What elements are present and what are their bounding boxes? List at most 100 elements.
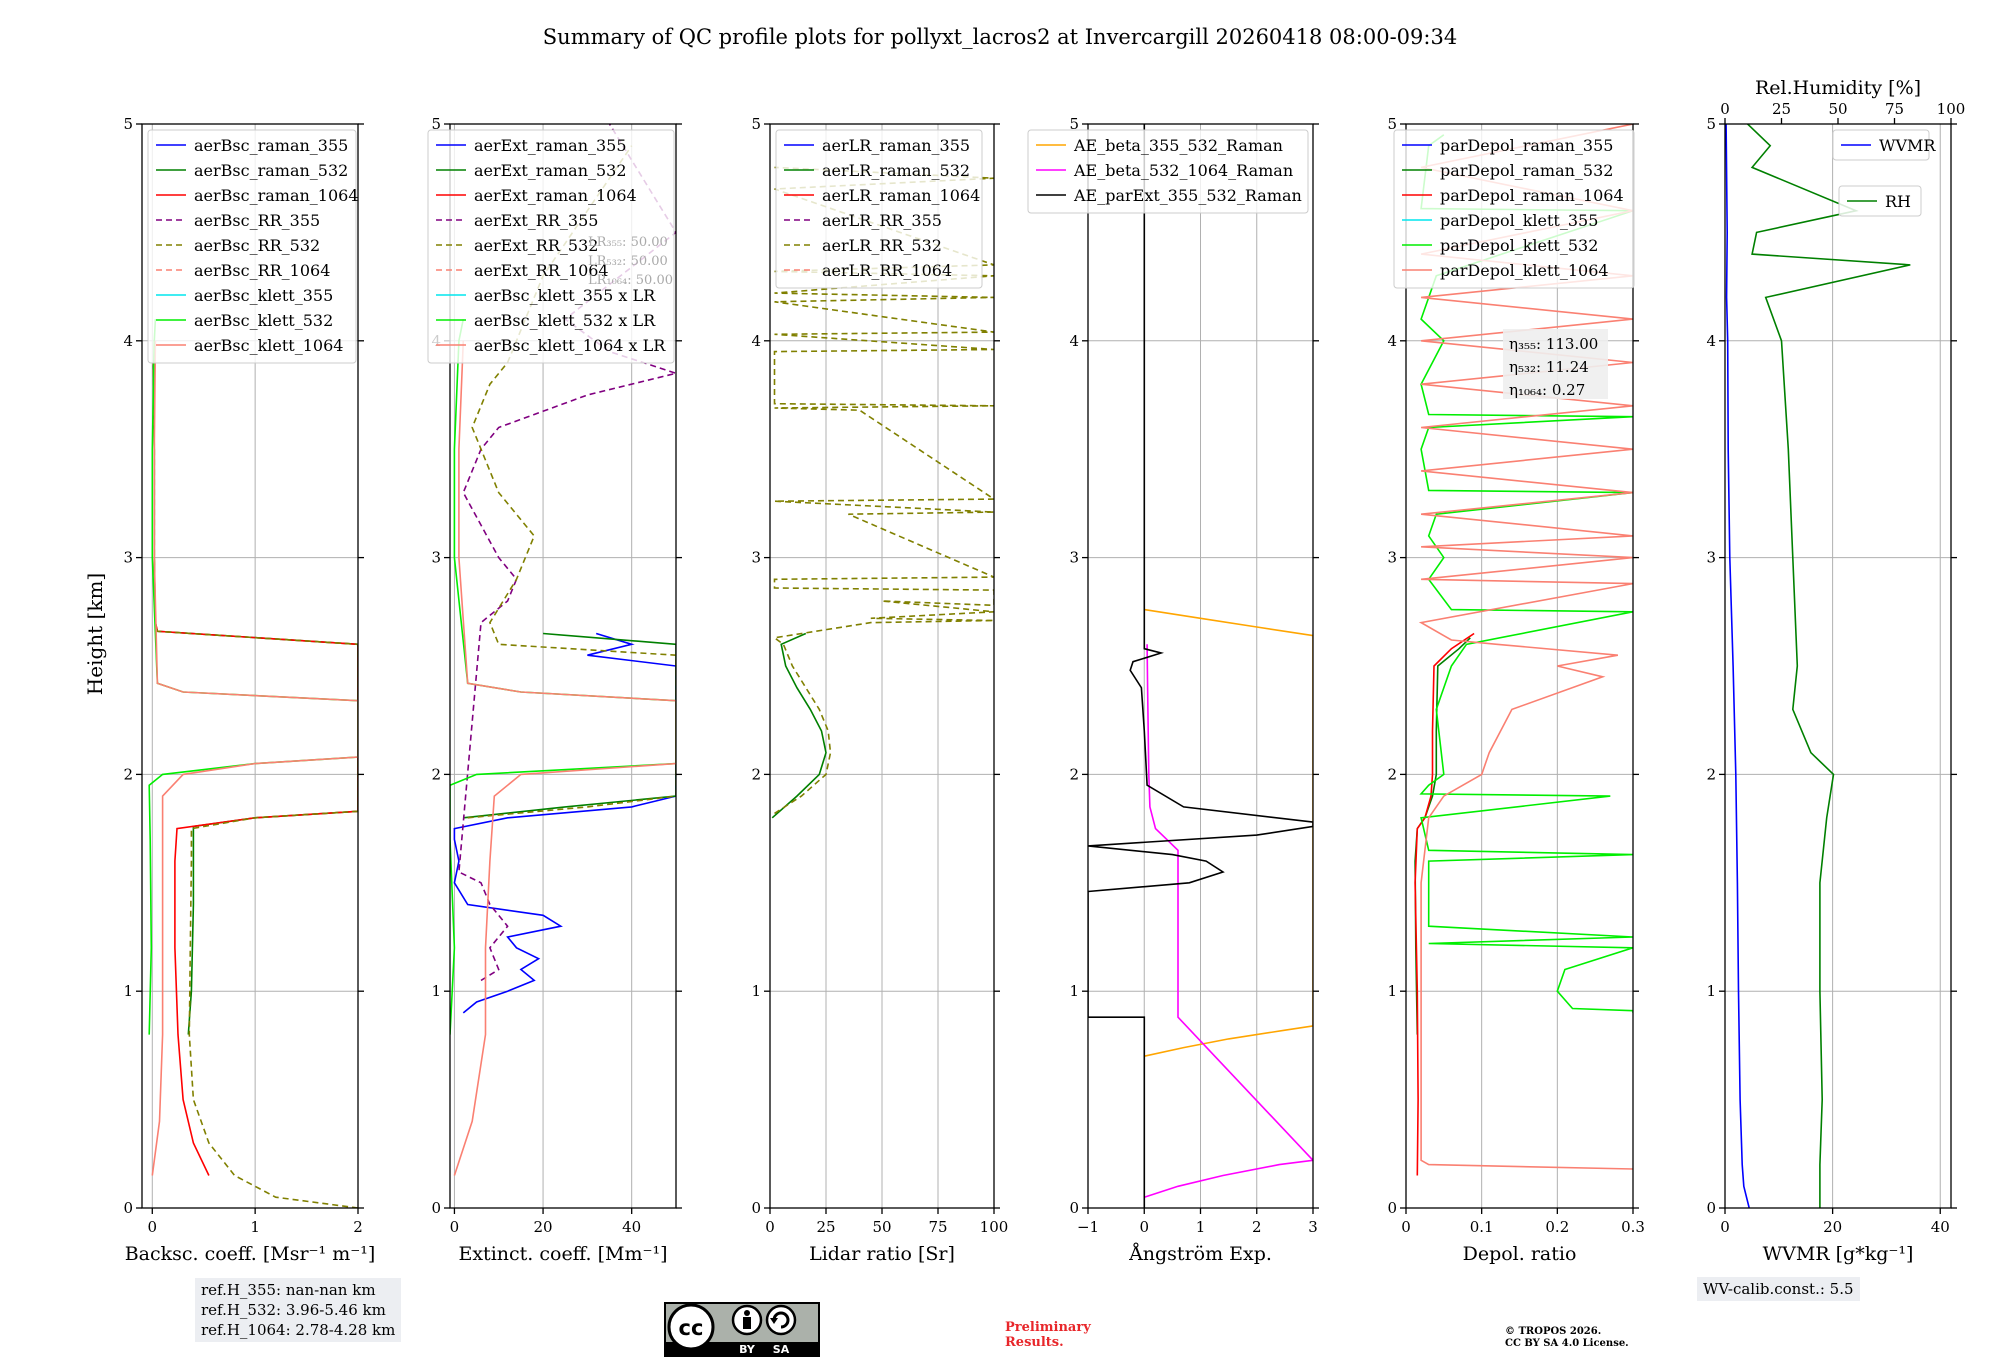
legend-label: aerLR_raman_1064 — [822, 186, 980, 205]
x2-tick-label: 50 — [1828, 100, 1847, 118]
legend-label: aerLR_raman_355 — [822, 136, 970, 155]
series-aerLR_RR_532 — [772, 166, 994, 815]
y-tick-label: 2 — [751, 765, 761, 783]
y-tick-label: 3 — [751, 549, 761, 567]
y-tick-label: 0 — [1069, 1199, 1079, 1217]
x2-axis-label: Rel.Humidity [%] — [1755, 77, 1921, 99]
sa-label: SA — [773, 1343, 790, 1356]
series-parDepol_klett_1064 — [1418, 124, 1633, 1170]
ref-height-355: ref.H_355: nan-nan km — [201, 1281, 376, 1299]
x-tick-label: 20 — [1823, 1218, 1842, 1236]
preliminary-line-1: Preliminary — [1005, 1320, 1091, 1335]
eta-label: η₅₃₂: 11.24 — [1509, 358, 1589, 376]
x-axis-label: Lidar ratio [Sr] — [809, 1243, 955, 1265]
x-axis-label: Depol. ratio — [1463, 1243, 1577, 1265]
y-tick-label: 1 — [1387, 982, 1397, 1000]
y-tick-label: 1 — [1069, 982, 1079, 1000]
extinction-legend: aerExt_raman_355 aerExt_raman_532 aerExt_r… — [427, 129, 675, 364]
series-aerBsc_raman_1064 — [154, 622, 358, 1176]
x-axis-label: Backsc. coeff. [Msr⁻¹ m⁻¹] — [125, 1243, 376, 1265]
wv-calibration-box: WV-calib.const.: 5.5 — [1697, 1277, 1860, 1301]
series-AE_parExt_355_532_Raman — [1088, 124, 1313, 1208]
reference-height-box: ref.H_355: nan-nan km ref.H_532: 3.96-5.… — [195, 1278, 402, 1342]
y-tick-label: 2 — [431, 765, 441, 783]
lidar-ratio-label: LR₁₀₆₄: 50.00 — [588, 273, 673, 288]
x-tick-label: 0 — [450, 1218, 460, 1236]
y-tick-label: 1 — [751, 982, 761, 1000]
legend-box — [147, 129, 357, 364]
y-tick-label: 0 — [123, 1199, 133, 1217]
legend-label: aerBsc_klett_532 — [194, 311, 333, 330]
x-axis-label: Ångström Exp. — [1128, 1243, 1272, 1265]
y-tick-label: 4 — [1387, 332, 1397, 350]
y-tick-label: 2 — [1387, 765, 1397, 783]
legend-label: aerLR_raman_532 — [822, 161, 970, 180]
copyright-line-2: CC BY SA 4.0 License. — [1505, 1338, 1629, 1349]
series-aerExt_raman_532 — [463, 632, 676, 819]
y-tick-label: 3 — [123, 549, 133, 567]
legend-label: aerBsc_raman_532 — [194, 161, 348, 180]
y-tick-label: 4 — [1069, 332, 1079, 350]
legend-label: aerBsc_klett_1064 — [194, 336, 343, 355]
x2-tick-label: 25 — [1772, 100, 1791, 118]
axes-frame — [1724, 123, 1952, 1209]
x-tick-label: −1 — [1077, 1218, 1099, 1236]
figure-title: Summary of QC profile plots for pollyxt_… — [543, 25, 1457, 49]
lidar-ratio-label: LR₃₅₅: 50.00 — [588, 235, 668, 250]
x-tick-label: 75 — [928, 1218, 947, 1236]
y-tick-label: 1 — [1706, 982, 1716, 1000]
legend-label: aerExt_RR_532 — [474, 236, 598, 255]
y-tick-label: 4 — [123, 332, 133, 350]
series-parDepol_klett_532 — [1419, 134, 1633, 1013]
x-tick-label: 40 — [622, 1218, 641, 1236]
axes-frame — [449, 123, 677, 1209]
legend-label: parDepol_raman_1064 — [1440, 186, 1624, 205]
preliminary-line-2: Results. — [1005, 1335, 1064, 1350]
lidar-ratio-label: LR₅₃₂: 50.00 — [588, 254, 668, 269]
x-tick-label: 25 — [816, 1218, 835, 1236]
cc-icon — [667, 1303, 715, 1351]
x-tick-label: 1 — [250, 1218, 260, 1236]
series-AE_beta_355_532_Raman — [1144, 608, 1313, 1057]
y-tick-label: 0 — [431, 1199, 441, 1217]
x-axis-label: Extinct. coeff. [Mm⁻¹] — [458, 1243, 667, 1265]
x-tick-label: 2 — [353, 1218, 363, 1236]
x-tick-label: 0 — [765, 1218, 775, 1236]
x-tick-label: 100 — [980, 1218, 1009, 1236]
by-label: BY — [739, 1343, 756, 1356]
y-tick-label: 4 — [751, 332, 761, 350]
legend-RH: RH — [1838, 185, 1922, 217]
legend-label: aerBsc_klett_355 — [194, 286, 333, 305]
y-tick-label: 5 — [431, 115, 441, 133]
legend-WVMR: WVMR — [1832, 129, 1936, 161]
legend-label: aerBsc_RR_532 — [194, 236, 320, 255]
sa-share-alike-icon — [765, 1304, 797, 1336]
legend-label: AE_beta_532_1064_Raman — [1073, 161, 1293, 180]
y-tick-label: 1 — [123, 982, 133, 1000]
legend-label: parDepol_klett_1064 — [1440, 261, 1609, 280]
x2-tick-label: 75 — [1885, 100, 1904, 118]
y-tick-label: 1 — [431, 982, 441, 1000]
y-tick-label: 4 — [1706, 332, 1716, 350]
y-tick-label: 3 — [1706, 549, 1716, 567]
legend-label: aerExt_raman_355 — [474, 136, 627, 155]
axes-frame — [141, 123, 359, 1209]
legend-label: aerBsc_klett_355 x LR — [474, 286, 656, 305]
x-tick-label: 0 — [1720, 1218, 1730, 1236]
water_vapor-panel: 0 20 40 0 1 2 3 4 5 WVMR [g*kg⁻¹] 0 25 50 75 100 Rel.Hu… — [1706, 77, 1965, 1265]
x-tick-label: 0 — [1401, 1218, 1411, 1236]
lidar_ratio-panel: 0 25 50 75 100 0 1 2 3 4 5 Lidar ratio [Sr] aerLR_ra… — [751, 115, 1008, 1265]
x-tick-label: 0.2 — [1545, 1218, 1569, 1236]
legend-label: aerExt_raman_532 — [474, 161, 627, 180]
angstrom-legend: AE_beta_355_532_Raman AE_beta_532_1064_Ra… — [1027, 129, 1309, 214]
x-tick-label: 50 — [872, 1218, 891, 1236]
y-tick-label: 5 — [1069, 115, 1079, 133]
y-tick-label: 0 — [751, 1199, 761, 1217]
legend-label: aerLR_RR_1064 — [822, 261, 952, 280]
legend-box — [1838, 185, 1922, 217]
legend-label: RH — [1885, 192, 1911, 211]
copyright-note: © TROPOS 2026. CC BY SA 4.0 License. — [1505, 1326, 1629, 1350]
axes-frame — [1405, 123, 1634, 1209]
